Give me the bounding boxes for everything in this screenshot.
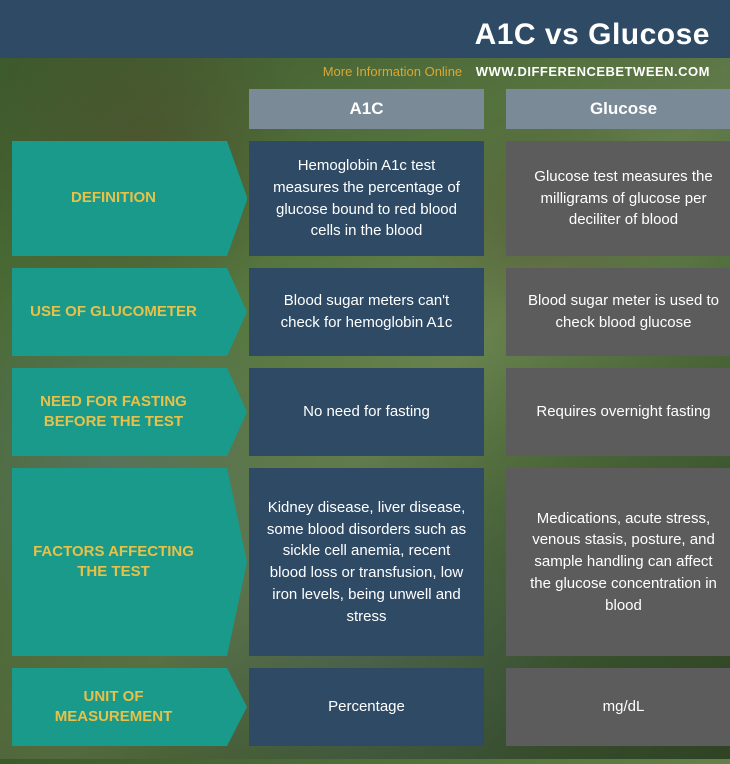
- row-label: USE OF GLUCOMETER: [12, 268, 227, 356]
- subheader: More Information Online WWW.DIFFERENCEBE…: [0, 58, 730, 89]
- row-label: DEFINITION: [12, 141, 227, 256]
- cell-glucose: mg/dL: [506, 668, 730, 746]
- comparison-grid: A1C Glucose DEFINITION Hemoglobin A1c te…: [0, 89, 730, 764]
- source-url: WWW.DIFFERENCEBETWEEN.COM: [476, 64, 710, 79]
- infographic-container: A1C vs Glucose More Information Online W…: [0, 0, 730, 759]
- cell-a1c: Blood sugar meters can't check for hemog…: [249, 268, 484, 356]
- column-spacer: [12, 89, 227, 129]
- page-title: A1C vs Glucose: [20, 18, 710, 52]
- more-info-text: More Information Online: [323, 64, 462, 79]
- row-label: NEED FOR FASTING BEFORE THE TEST: [12, 368, 227, 456]
- cell-a1c: Kidney disease, liver disease, some bloo…: [249, 468, 484, 656]
- cell-a1c: Percentage: [249, 668, 484, 746]
- cell-glucose: Medications, acute stress, venous stasis…: [506, 468, 730, 656]
- cell-glucose: Requires overnight fasting: [506, 368, 730, 456]
- column-header-glucose: Glucose: [506, 89, 730, 129]
- row-label: FACTORS AFFECTING THE TEST: [12, 468, 227, 656]
- cell-glucose: Blood sugar meter is used to check blood…: [506, 268, 730, 356]
- cell-a1c: Hemoglobin A1c test measures the percent…: [249, 141, 484, 256]
- header-bar: A1C vs Glucose: [0, 0, 730, 58]
- cell-a1c: No need for fasting: [249, 368, 484, 456]
- row-label: UNIT OF MEASUREMENT: [12, 668, 227, 746]
- column-header-a1c: A1C: [249, 89, 484, 129]
- cell-glucose: Glucose test measures the milligrams of …: [506, 141, 730, 256]
